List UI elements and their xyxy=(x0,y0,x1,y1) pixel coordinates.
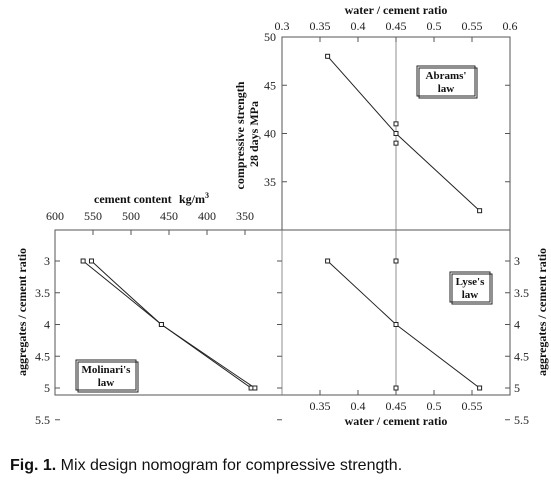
bottom-left-x-units-base: kg/m xyxy=(179,192,205,206)
molinaris-legend: Molinari's law xyxy=(75,359,139,393)
lyses-legend-shadow xyxy=(451,273,493,305)
top-right-y-tick-label: 45 xyxy=(264,78,276,92)
bottom-frame xyxy=(54,229,511,396)
top-right-y-title-line1: compressive strength xyxy=(233,81,247,189)
bottom-right-y-tick-label: 3 xyxy=(514,254,520,268)
molinaris-legend-shadow xyxy=(77,361,139,393)
abrams-point xyxy=(477,208,483,214)
abrams-point xyxy=(393,140,399,146)
bottom-left-y-tick-label: 5 xyxy=(44,381,50,395)
bottom-left-y-tick-label: 5.5 xyxy=(35,413,50,427)
bottom-right-x-title: water / cement ratio xyxy=(345,414,448,428)
bottom-left-tick-labels: 600 550 500 450 400 350 3 3.5 4 4.5 5 5.5 xyxy=(35,209,282,427)
series-lines xyxy=(82,55,480,389)
lyses-legend-box xyxy=(449,271,491,303)
bottom-left-x-tick-label: 600 xyxy=(46,209,64,223)
bottom-right-x-tick-label: 0.4 xyxy=(351,399,366,413)
lyse-point xyxy=(325,258,331,264)
bottom-left-x-tick-label: 500 xyxy=(122,209,140,223)
lyses-legend: Lyse's law xyxy=(449,271,493,305)
bottom-left-x-tick-label: 450 xyxy=(160,209,178,223)
molinaris-legend-box xyxy=(75,359,137,391)
caption-label: Fig. 1. xyxy=(10,457,57,474)
top-right-y-tick-label: 35 xyxy=(264,175,276,189)
bottom-right-tick-labels: 0.35 0.4 0.45 0.5 0.55 3 3.5 4 4.5 5 5.5 xyxy=(310,230,529,427)
bottom-left-x-title: cement content xyxy=(94,192,172,206)
bottom-right-x-tick-label: 0.55 xyxy=(462,399,483,413)
top-right-tick-labels: 0.3 0.35 0.4 0.45 0.5 0.55 0.6 35 40 45 50 xyxy=(264,19,518,189)
bottom-right-y-tick-label: 5.5 xyxy=(514,413,529,427)
bottom-right-y-title: aggregates / cement ratio xyxy=(535,248,549,376)
abrams-point xyxy=(325,53,331,59)
top-right-x-tick-label: 0.5 xyxy=(427,19,442,33)
abrams-point xyxy=(393,121,399,127)
abrams-point xyxy=(393,131,399,136)
top-right-y-title-line2: 28 days MPa xyxy=(247,101,261,167)
data-markers xyxy=(80,53,483,391)
lyse-point xyxy=(393,258,399,264)
top-right-x-tick-label: 0.4 xyxy=(351,19,366,33)
molinaris-legend-line2: law xyxy=(98,377,115,389)
molinari-point xyxy=(158,322,164,327)
molinari-point xyxy=(252,385,258,391)
caption-text: Mix design nomogram for compressive stre… xyxy=(56,457,403,474)
molinari-point xyxy=(88,258,94,264)
top-right-y-title: compressive strength 28 days MPa xyxy=(233,79,261,190)
bottom-left-x-units: kg/m3 xyxy=(179,191,209,206)
bottom-left-y-tick-label: 4.5 xyxy=(35,349,50,363)
bottom-right-y-tick-label: 5 xyxy=(514,381,520,395)
top-right-x-tick-label: 0.6 xyxy=(503,19,518,33)
abrams-legend-box xyxy=(416,65,476,97)
top-right-x-tick-label: 0.45 xyxy=(386,19,407,33)
lyse-point xyxy=(393,385,399,391)
top-right-y-tick-label: 40 xyxy=(264,127,276,141)
bottom-left-y-tick-label: 3 xyxy=(44,254,50,268)
lyse-point xyxy=(477,385,483,391)
abrams-legend-line1: Abrams' xyxy=(426,70,467,82)
bottom-left-x-tick-label: 400 xyxy=(198,209,216,223)
lyses-legend-line2: law xyxy=(462,289,479,301)
bottom-right-x-tick-label: 0.5 xyxy=(427,399,442,413)
bottom-left-x-tick-label: 550 xyxy=(84,209,102,223)
molinaris-legend-line1: Molinari's xyxy=(82,364,132,376)
top-right-x-tick-label: 0.3 xyxy=(275,19,290,33)
bottom-right-x-tick-label: 0.35 xyxy=(310,399,331,413)
bottom-right-y-tick-label: 4.5 xyxy=(514,349,529,363)
abrams-legend-line2: law xyxy=(438,83,455,95)
abrams-legend: Abrams' law xyxy=(416,65,478,99)
bottom-left-y-tick-label: 4 xyxy=(44,318,50,332)
bottom-right-y-tick-label: 4 xyxy=(514,318,520,332)
bottom-left-y-title: aggregates / cement ratio xyxy=(15,248,29,376)
bottom-right-y-tick-label: 3.5 xyxy=(514,286,529,300)
bottom-right-x-tick-label: 0.45 xyxy=(386,399,407,413)
lyses-legend-line1: Lyse's xyxy=(456,276,485,288)
abrams-legend-shadow xyxy=(418,67,478,99)
lyse-point xyxy=(393,322,399,327)
top-right-x-tick-label: 0.55 xyxy=(462,19,483,33)
molinari-point xyxy=(80,258,86,264)
bottom-left-y-tick-label: 3.5 xyxy=(35,286,50,300)
figure-caption: Fig. 1. Mix design nomogram for compress… xyxy=(10,457,402,475)
bottom-left-x-units-sup: 3 xyxy=(205,191,209,200)
top-right-y-tick-label: 50 xyxy=(264,30,276,44)
top-right-x-tick-label: 0.35 xyxy=(310,19,331,33)
bottom-left-x-tick-label: 350 xyxy=(236,209,254,223)
top-right-x-title: water / cement ratio xyxy=(345,3,448,17)
